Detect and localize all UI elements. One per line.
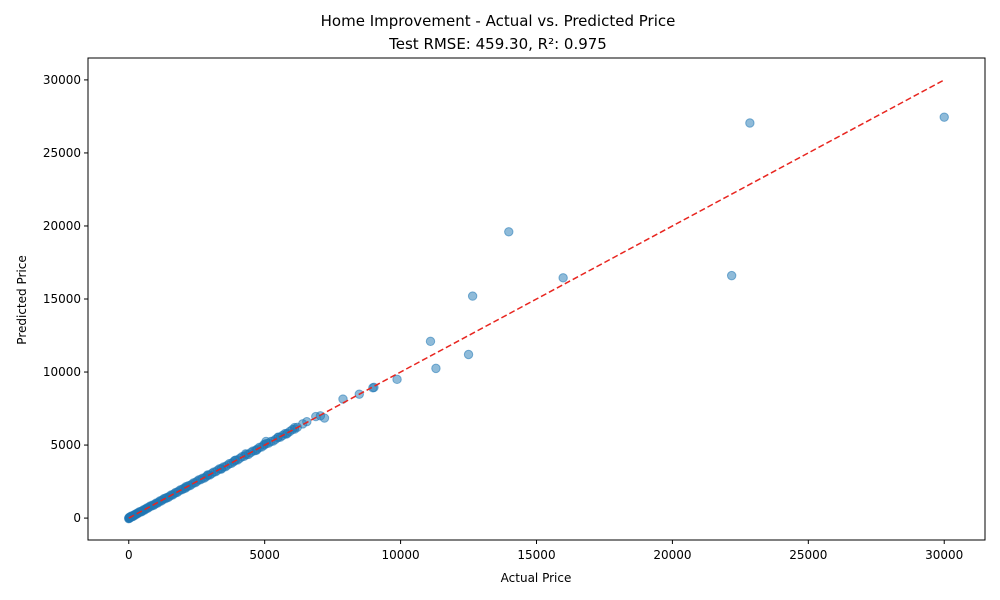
y-tick-label: 15000 [43,292,81,306]
data-point [431,363,441,374]
chart-title: Home Improvement - Actual vs. Predicted … [321,12,676,30]
data-point [726,270,737,281]
x-tick-label: 15000 [517,548,555,562]
x-tick-label: 20000 [653,548,691,562]
y-axis-label: Predicted Price [15,255,29,344]
x-tick-label: 5000 [249,548,280,562]
y-tick-label: 20000 [43,219,81,233]
y-tick-label: 0 [73,511,81,525]
x-tick-label: 0 [125,548,133,562]
x-axis-label: Actual Price [501,571,572,585]
chart-subtitle: Test RMSE: 459.30, R²: 0.975 [388,35,607,53]
x-axis-ticks: 0 5000 10000 15000 20000 25000 30000 [125,540,963,562]
data-point [319,413,330,423]
data-point [463,349,474,360]
y-tick-label: 30000 [43,73,81,87]
y-tick-label: 25000 [43,146,81,160]
data-point [939,112,949,122]
y-tick-label: 10000 [43,365,81,379]
x-tick-label: 25000 [789,548,827,562]
data-point [504,227,514,237]
data-points [124,112,949,524]
data-point [392,374,402,385]
y-axis-ticks: 0 5000 10000 15000 20000 25000 30000 [43,73,88,525]
x-tick-label: 10000 [381,548,419,562]
plot-frame [87,57,986,541]
data-point [425,336,436,347]
reference-line [128,79,945,519]
data-point [467,291,478,301]
data-point [558,273,568,283]
x-tick-label: 30000 [925,548,963,562]
data-point [745,118,755,128]
y-tick-label: 5000 [50,438,81,452]
